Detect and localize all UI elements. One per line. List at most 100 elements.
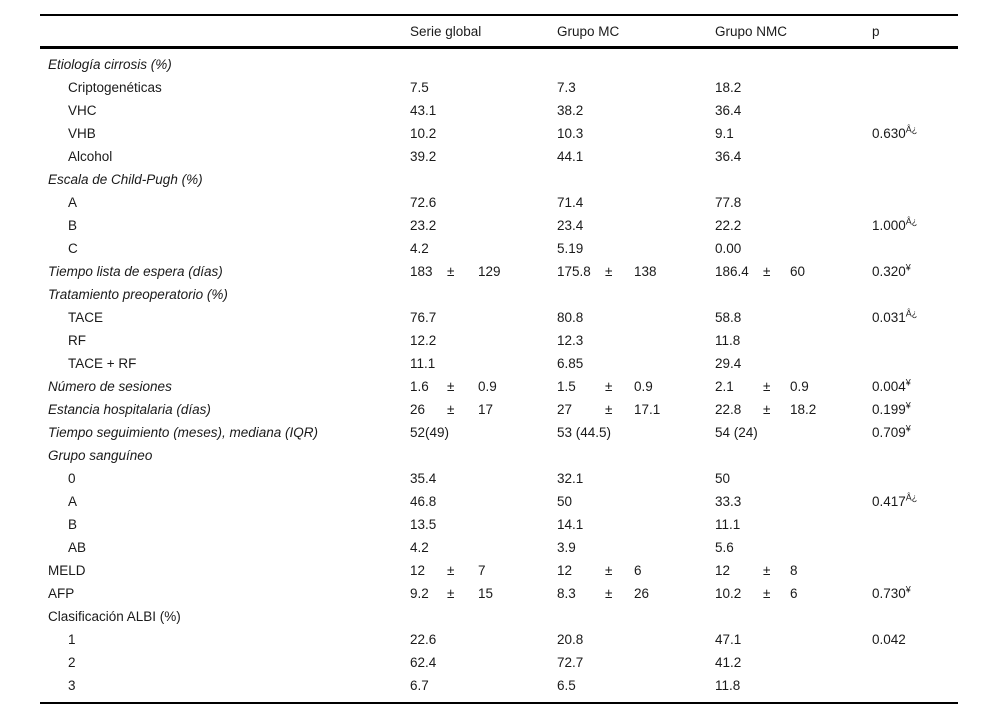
table-row: C 4.2 5.19 0.00: [40, 237, 958, 260]
p-value-superscript: ¥: [905, 377, 911, 388]
cell-grupo-mc: 7.3: [557, 80, 576, 95]
row-label: 1: [68, 632, 76, 647]
table-row: Clasificación ALBI (%): [40, 605, 958, 628]
cell-grupo-mc: 71.4: [557, 195, 584, 210]
cell-serie-global: 11.1: [410, 356, 436, 371]
table-header-rule: [40, 46, 958, 49]
cell-grupo-nmc: 58.8: [715, 310, 742, 325]
cell-grupo-nmc: 41.2: [715, 655, 742, 670]
cell-serie-global: 12 ±7: [410, 563, 486, 578]
cell-serie-global: 62.4: [410, 655, 437, 670]
cell-grupo-nmc: 2.1 ±0.9: [715, 379, 809, 394]
cell-serie-global: 13.5: [410, 517, 437, 532]
cell-serie-global: 183 ±129: [410, 264, 501, 279]
row-label: Etiología cirrosis (%): [48, 57, 172, 72]
table-row: TACE + RF 11.1 6.85 29.4: [40, 352, 958, 375]
table-row: Alcohol 39.2 44.1 36.4: [40, 145, 958, 168]
col-header-serie-global: Serie global: [410, 23, 482, 39]
row-label: VHB: [68, 126, 96, 141]
cell-serie-global: 6.7: [410, 678, 429, 693]
cell-p-value: 0.031Â¿: [872, 308, 918, 325]
row-label: AB: [68, 540, 87, 555]
row-label: C: [68, 241, 78, 256]
cell-grupo-nmc: 10.2 ±6: [715, 586, 798, 601]
cell-grupo-nmc: 36.4: [715, 149, 742, 164]
table-row: 0 35.4 32.1 50: [40, 467, 958, 490]
cell-grupo-nmc: 54 (24): [715, 425, 758, 440]
cell-p-value: 0.709¥: [872, 423, 911, 440]
col-header-grupo-mc: Grupo MC: [557, 23, 620, 39]
cell-serie-global: 23.2: [410, 218, 437, 233]
row-label: VHC: [68, 103, 97, 118]
table-row: A 46.8 50 33.3 0.417Â¿: [40, 490, 958, 513]
cell-grupo-nmc: 50: [715, 471, 731, 486]
cell-grupo-mc: 20.8: [557, 632, 584, 647]
cell-grupo-mc: 44.1: [557, 149, 584, 164]
cell-grupo-mc: 12 ±6: [557, 563, 642, 578]
cell-serie-global: 76.7: [410, 310, 437, 325]
cell-grupo-nmc: 11.8: [715, 678, 741, 693]
cell-grupo-mc: 23.4: [557, 218, 584, 233]
cell-grupo-nmc: 33.3: [715, 494, 742, 509]
table-row: Tiempo seguimiento (meses), mediana (IQR…: [40, 421, 958, 444]
row-label: B: [68, 517, 78, 532]
cell-p-value: 0.630Â¿: [872, 124, 918, 141]
cell-grupo-nmc: 47.1: [715, 632, 742, 647]
cell-serie-global: 4.2: [410, 241, 429, 256]
cell-p-value: 0.004¥: [872, 377, 911, 394]
clinical-characteristics-table: Serie global Grupo MC Grupo NMC p Etiolo…: [40, 14, 958, 704]
cell-grupo-mc: 175.8 ±138: [557, 264, 657, 279]
row-label: 2: [68, 655, 76, 670]
row-label: Estancia hospitalaria (días): [48, 402, 211, 417]
cell-serie-global: 72.6: [410, 195, 437, 210]
cell-grupo-mc: 14.1: [557, 517, 584, 532]
p-value-superscript: ¥: [905, 400, 911, 411]
cell-grupo-mc: 8.3 ±26: [557, 586, 650, 601]
cell-grupo-nmc: 186.4 ±60: [715, 264, 806, 279]
table-row: VHB 10.2 10.3 9.1 0.630Â¿: [40, 122, 958, 145]
row-label: TACE: [68, 310, 104, 325]
cell-grupo-nmc: 9.1: [715, 126, 734, 141]
cell-serie-global: 43.1: [410, 103, 437, 118]
row-label: MELD: [48, 563, 86, 578]
cell-grupo-nmc: 36.4: [715, 103, 742, 118]
row-label: Grupo sanguíneo: [48, 448, 153, 463]
cell-grupo-nmc: 5.6: [715, 540, 734, 555]
cell-p-value: 0.199¥: [872, 400, 911, 417]
table-top-rule: [40, 14, 958, 16]
p-value-superscript: ¥: [905, 262, 911, 273]
table-row: RF 12.2 12.3 11.8: [40, 329, 958, 352]
cell-serie-global: 46.8: [410, 494, 437, 509]
p-value-superscript: Â¿: [905, 308, 918, 319]
cell-serie-global: 22.6: [410, 632, 437, 647]
cell-grupo-mc: 6.5: [557, 678, 576, 693]
cell-serie-global: 4.2: [410, 540, 429, 555]
col-header-grupo-nmc: Grupo NMC: [715, 23, 788, 39]
row-label: 3: [68, 678, 76, 693]
cell-grupo-nmc: 0.00: [715, 241, 742, 256]
table-row: Tratamiento preoperatorio (%): [40, 283, 958, 306]
table-row: Estancia hospitalaria (días) 26 ±17 27 ±17.1…: [40, 398, 958, 421]
table-row: 1 22.6 20.8 47.1 0.042: [40, 628, 958, 651]
cell-grupo-mc: 38.2: [557, 103, 584, 118]
cell-serie-global: 7.5: [410, 80, 429, 95]
table-row: AFP 9.2 ±15 8.3 ±26 10.2 ±6 0.730¥: [40, 582, 958, 605]
row-label: Clasificación ALBI (%): [48, 609, 181, 624]
row-label: Tiempo lista de espera (días): [48, 264, 223, 279]
table-row: TACE 76.7 80.8 58.8 0.031Â¿: [40, 306, 958, 329]
table-row: Criptogenéticas 7.5 7.3 18.2: [40, 76, 958, 99]
table-row: VHC 43.1 38.2 36.4: [40, 99, 958, 122]
cell-grupo-nmc: 29.4: [715, 356, 742, 371]
cell-serie-global: 35.4: [410, 471, 437, 486]
row-label: Criptogenéticas: [68, 80, 162, 95]
table-row: 3 6.7 6.5 11.8: [40, 674, 958, 697]
p-value-superscript: Â¿: [905, 124, 918, 135]
table-row: B 23.2 23.4 22.2 1.000Â¿: [40, 214, 958, 237]
row-label: Escala de Child-Pugh (%): [48, 172, 203, 187]
table-header-row: Serie global Grupo MC Grupo NMC p: [40, 16, 958, 46]
cell-p-value: 0.320¥: [872, 262, 911, 279]
cell-grupo-mc: 1.5 ±0.9: [557, 379, 653, 394]
table-row: AB 4.2 3.9 5.6: [40, 536, 958, 559]
cell-grupo-mc: 10.3: [557, 126, 584, 141]
